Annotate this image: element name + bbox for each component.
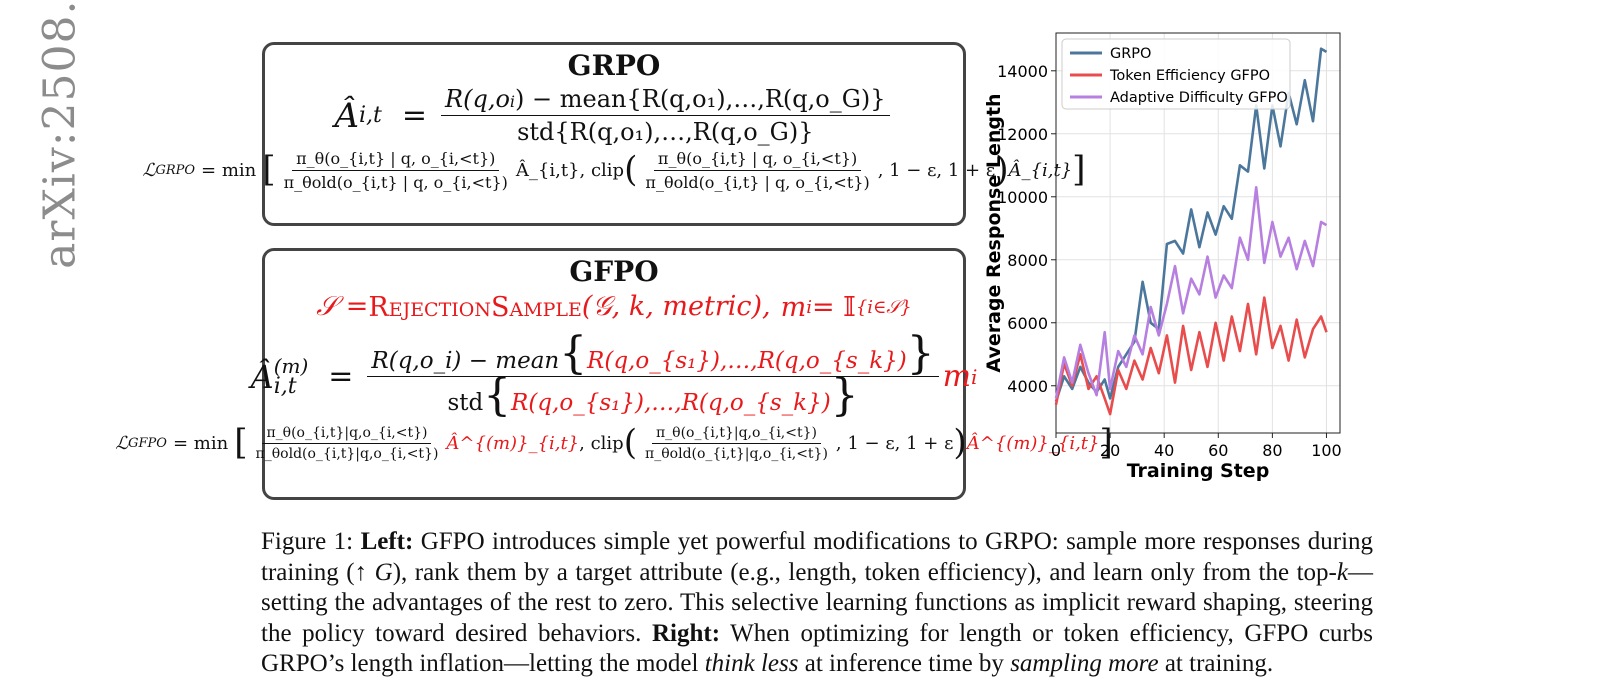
- series-line-2: [1054, 296, 1328, 416]
- gfpo-indicator: = 𝕀: [811, 291, 856, 323]
- x-tick-label: 40: [1154, 441, 1174, 460]
- caption-right-italic-1: think less: [704, 650, 799, 677]
- gfpo-loss-advantage-2: Â^{(m)}_{i,t}: [966, 433, 1100, 454]
- gfpo-adv-num-red: R(q,o_{s₁}),…,R(q,o_{s_k}): [587, 348, 907, 374]
- caption-label: Figure 1:: [261, 528, 361, 555]
- gfpo-title: GFPO: [569, 255, 659, 288]
- caption-right-italic-2: sampling more: [1010, 650, 1159, 677]
- chart-legend: GRPO Token Efficiency GFPO Adaptive Diffic…: [1061, 38, 1291, 110]
- grpo-loss-subscript: GRPO: [155, 163, 196, 178]
- gfpo-loss-clip-num: π_θ(o_{i,t}|q,o_{i,<t}): [651, 425, 821, 444]
- y-tick-label: 8000: [1007, 251, 1048, 270]
- gfpo-loss-subscript: GFPO: [128, 436, 167, 451]
- gfpo-adv-symbol: Â: [250, 357, 274, 396]
- grpo-adv-fraction: R(q,oi) − mean{R(q,o₁),…,R(q,o_G)} std{R…: [441, 85, 890, 146]
- grpo-title: GRPO: [567, 49, 661, 82]
- y-tick-label: 12000: [997, 125, 1048, 144]
- caption-left-text-2: ), rank them by a target attribute (e.g.…: [392, 558, 1337, 586]
- grpo-loss-clip-ratio: π_θ(o_{i,t} | q, o_{i,<t}) π_θold(o_{i,t…: [641, 149, 873, 192]
- grpo-adv-numerator-head: R(q,o: [445, 85, 510, 113]
- legend-label: Token Efficiency GFPO: [1109, 68, 1270, 84]
- caption-left-k: k: [1336, 558, 1348, 586]
- gfpo-adv-den-red: R(q,o_{s₁}),…,R(q,o_{s_k}): [511, 390, 831, 416]
- grpo-loss-ratio-den: π_θold(o_{i,t} | q, o_{i,<t}): [283, 173, 508, 192]
- arxiv-identifier: arXiv:2508.0: [34, 0, 86, 269]
- figure-caption: Figure 1: Left: GFPO introduces simple y…: [261, 527, 1373, 680]
- gfpo-adv-num-black: R(q,o_i) − mean: [371, 348, 560, 374]
- caption-right-label: Right:: [651, 619, 721, 647]
- gfpo-adv-mask-subscript: i: [971, 364, 978, 389]
- gfpo-loss-ratio: π_θ(o_{i,t}|q,o_{i,<t}) π_θold(o_{i,t}|q…: [252, 425, 443, 462]
- x-tick-label: 80: [1262, 441, 1282, 460]
- gfpo-loss-ratio-num: π_θ(o_{i,t}|q,o_{i,<t}): [262, 425, 432, 444]
- y-tick-label: 4000: [1007, 377, 1048, 396]
- gfpo-rejection-args: (𝒢, k, metric),: [581, 291, 771, 322]
- gfpo-loss-clip-ratio: π_θ(o_{i,t}|q,o_{i,<t}) π_θold(o_{i,t}|q…: [641, 425, 832, 462]
- series-line-3: [1054, 186, 1328, 399]
- gfpo-loss-clip-den: π_θold(o_{i,t}|q,o_{i,<t}): [645, 446, 828, 462]
- grpo-loss-symbol: ℒ: [142, 160, 156, 181]
- caption-right-text-3: at training.: [1158, 650, 1274, 677]
- gfpo-mask-symbol: m: [780, 291, 807, 323]
- grpo-adv-numerator-tail: ) − mean{R(q,o₁),…,R(q,o_G)}: [515, 85, 886, 113]
- gfpo-advantage-equation: Â (m) i,t = R(q,o_i) − mean{R(q,o_{s₁}),…: [250, 328, 978, 421]
- y-tick-label: 10000: [997, 188, 1048, 207]
- grpo-loss-mid: Â_{i,t}, clip: [515, 160, 625, 181]
- y-tick-label: 6000: [1007, 314, 1048, 333]
- x-tick-label: 60: [1208, 441, 1228, 460]
- caption-right-text-2: at inference time by: [798, 650, 1011, 677]
- x-axis-label: Training Step: [1127, 460, 1270, 482]
- caption-left-g: G: [374, 558, 393, 586]
- legend-label: Adaptive Difficulty GFPO: [1110, 90, 1288, 106]
- grpo-loss-equation: ℒ GRPO = min [ π_θ(o_{i,t} | q, o_{i,<t})…: [142, 149, 1086, 192]
- grpo-loss-epsilon: , 1 − ε, 1 + ε: [877, 160, 996, 181]
- gfpo-loss-symbol: ℒ: [115, 433, 129, 454]
- gfpo-rejection-function: RejectionSample: [368, 291, 582, 323]
- response-length-chart: 0 20 40 60 80 100400060008000100001200014000 …: [985, 32, 1342, 482]
- legend-box: [1061, 38, 1291, 110]
- gfpo-adv-fraction: R(q,o_i) − mean{R(q,o_{s₁}),…,R(q,o_{s_k…: [367, 332, 939, 417]
- gfpo-equation-box: GFPO 𝒮 = RejectionSample (𝒢, k, metric),…: [115, 248, 1113, 500]
- plot-frame: [1055, 32, 1341, 434]
- caption-left-text-3: —setting the advantages of the rest to z…: [261, 558, 1373, 647]
- series-line-1: [1054, 47, 1328, 402]
- gfpo-loss-ratio-den: π_θold(o_{i,t}|q,o_{i,<t}): [255, 446, 439, 462]
- y-tick-label: 14000: [997, 62, 1048, 81]
- caption-left-text-1: GFPO introduces simple yet powerful modi…: [261, 528, 1374, 586]
- caption-left-label: Left:: [360, 528, 414, 555]
- gfpo-indicator-subscript: {i∈𝒮}: [855, 296, 912, 318]
- gfpo-loss-mid: , clip: [579, 433, 624, 454]
- x-tick-label: 20: [1100, 441, 1120, 460]
- grpo-loss-min: = min: [201, 160, 257, 181]
- grpo-adv-denominator: std{R(q,o₁),…,R(q,o_G)}: [517, 118, 814, 146]
- gfpo-mask-subscript: i: [806, 296, 812, 318]
- grpo-loss-clip-den: π_θold(o_{i,t} | q, o_{i,<t}): [645, 173, 870, 192]
- gfpo-loss-min: = min: [172, 433, 229, 454]
- y-axis-label: Average Response Length: [985, 93, 1005, 372]
- grpo-loss-clip-num: π_θ(o_{i,t} | q, o_{i,<t}): [653, 149, 862, 171]
- gfpo-loss-advantage-1: Â^{(m)}_{i,t}: [446, 433, 580, 454]
- gfpo-adv-den-black: std: [447, 390, 484, 416]
- gfpo-adv-subscript: i,t: [273, 373, 297, 399]
- gfpo-loss-equation: ℒ GFPO = min [ π_θ(o_{i,t}|q,o_{i,<t}) π_…: [115, 422, 1113, 463]
- gfpo-set-symbol: 𝒮 =: [316, 291, 369, 322]
- chart-ticks: 0 20 40 60 80 100 4000 6000 8000 10000 12000 14000: [997, 62, 1342, 460]
- gfpo-adv-superscript: (m): [273, 353, 309, 378]
- caption-right-text-1: When optimizing for length or token effi…: [261, 619, 1373, 678]
- grpo-adv-symbol: Â: [334, 95, 359, 136]
- legend-label: GRPO: [1110, 46, 1151, 62]
- grpo-loss-ratio: π_θ(o_{i,t} | q, o_{i,<t}) π_θold(o_{i,t…: [280, 149, 512, 192]
- grpo-loss-ratio-num: π_θ(o_{i,t} | q, o_{i,<t}): [292, 149, 500, 171]
- chart-series: [1054, 47, 1328, 416]
- x-tick-label: 0: [1051, 441, 1061, 460]
- equals-sign: =: [401, 98, 428, 133]
- gfpo-loss-epsilon: , 1 − ε, 1 + ε: [835, 433, 954, 454]
- x-tick-label: 100: [1311, 441, 1342, 460]
- grpo-adv-subscript: i,t: [359, 103, 382, 128]
- gfpo-adv-mask: m: [942, 359, 972, 394]
